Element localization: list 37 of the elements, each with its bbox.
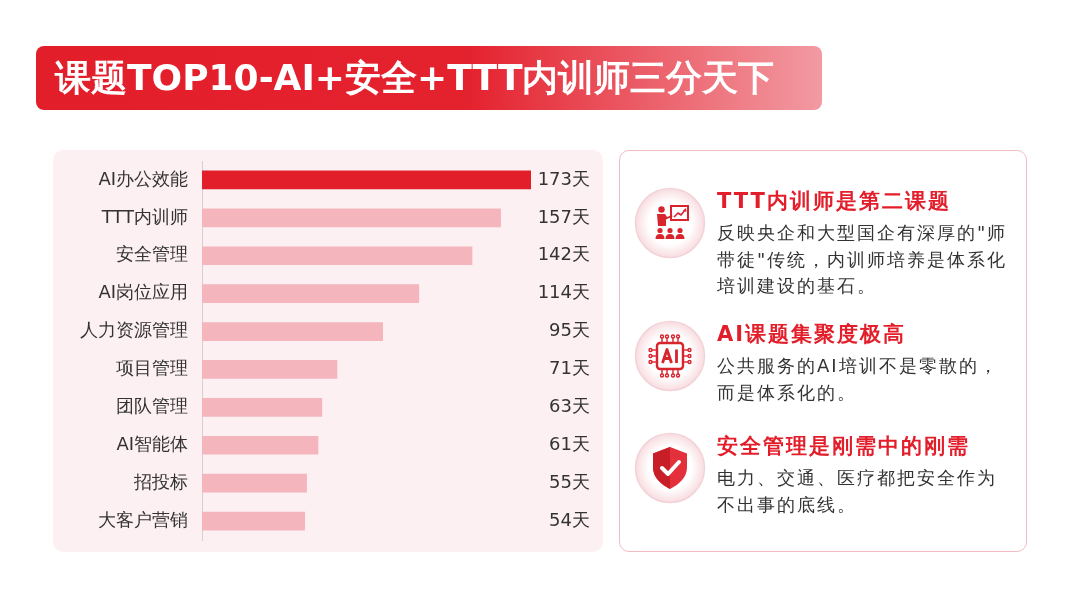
y-tick-label: AI办公效能 xyxy=(98,167,188,189)
bar xyxy=(202,284,420,303)
y-tick-label: 招投标 xyxy=(133,470,188,492)
data-label: 173天 xyxy=(537,167,590,189)
bar xyxy=(202,435,319,455)
data-label: 54天 xyxy=(549,508,590,530)
y-tick-label: AI岗位应用 xyxy=(98,281,188,303)
bar xyxy=(202,246,473,266)
y-tick-label: AI智能体 xyxy=(116,432,188,454)
y-tick-label: 项目管理 xyxy=(116,357,188,379)
bar xyxy=(202,208,501,228)
bar xyxy=(202,170,531,190)
chart-title: 课题TOP10-AI+安全+TTT内训师三分天下 xyxy=(55,56,775,100)
y-tick-label: 大客户营销 xyxy=(98,508,188,530)
data-label: 55天 xyxy=(549,470,590,492)
text: 公共服务的AI培训不是零散的，而是体系化的。 xyxy=(717,354,1000,405)
y-tick-label: 安全管理 xyxy=(116,243,188,265)
bar xyxy=(202,511,306,531)
y-tick-label: 人力资源管理 xyxy=(80,319,188,341)
data-label: 63天 xyxy=(549,395,590,417)
text: AI课题集聚度极高 xyxy=(717,321,907,347)
bar xyxy=(202,360,338,379)
bar xyxy=(202,322,383,341)
text: 反映央企和大型国企有深厚的"师带徒"传统，内训师培养是体系化培训建设的基石。 xyxy=(717,221,1009,298)
bar xyxy=(202,473,307,493)
y-tick-label: 团队管理 xyxy=(116,395,188,417)
data-label: 71天 xyxy=(549,357,590,379)
data-label: 142天 xyxy=(537,243,590,265)
data-label: 61天 xyxy=(549,432,590,454)
text: TTT内训师是第二课题 xyxy=(717,188,951,214)
data-label: 114天 xyxy=(537,281,590,303)
bar xyxy=(202,398,323,417)
y-tick-label: TTT内训师 xyxy=(100,205,188,227)
text: 电力、交通、医疗都把安全作为不出事的底线。 xyxy=(717,466,998,517)
text: 安全管理是刚需中的刚需 xyxy=(717,433,970,459)
data-label: 157天 xyxy=(537,205,590,227)
data-label: 95天 xyxy=(549,319,590,341)
